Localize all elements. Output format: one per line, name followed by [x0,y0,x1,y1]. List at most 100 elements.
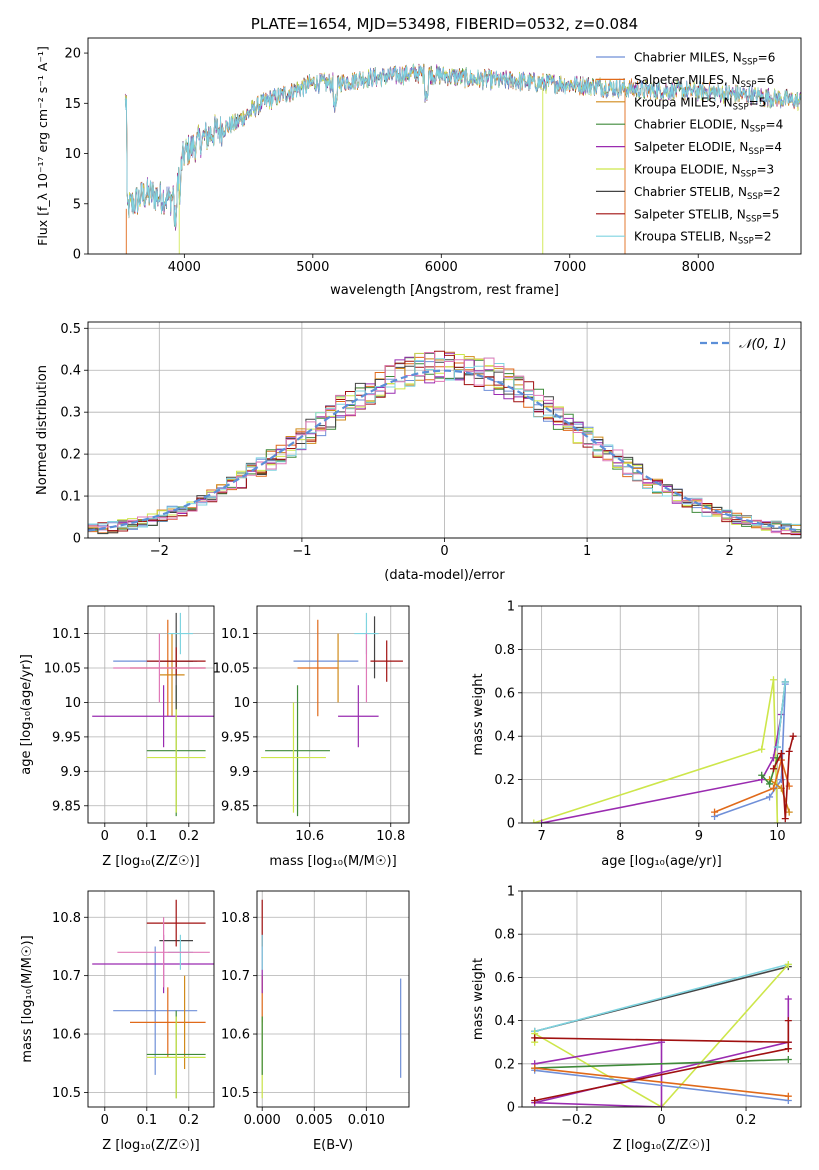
y-tick-label: 10.7 [221,969,250,984]
plot-frame [87,321,802,539]
weight-marker-salpeter_elodie [658,1103,665,1107]
plot-frame [87,605,215,824]
x-axis-label: Z [log₁₀(Z/Z☉)] [102,854,199,869]
weight-line-kroupa_stelib [776,681,787,748]
plot-frame [256,605,410,824]
weight-marker-salpeter_stelib [784,1045,792,1053]
weight_vs_age-lines [530,676,797,823]
y-tick-label: 10.8 [52,911,81,926]
x-tick-label: 0.1 [136,1113,157,1128]
y-tick-label: 0.8 [494,643,515,658]
y-tick-label: 0.4 [60,364,81,379]
x-tick-label: 0.1 [136,829,157,844]
x-tick-label: 0 [101,829,109,844]
weight-marker-salpeter_stelib [784,1017,792,1025]
y-tick-label: 9.95 [52,730,81,745]
x-tick-label: 7 [538,829,546,844]
y-tick-label: 0 [73,532,81,547]
weight-line-salpeter_miles [534,1067,789,1097]
mass_vs_EBV-errorbars [261,899,402,1099]
weight-marker-salpeter_stelib [531,1034,539,1042]
weight-marker-salpeter_stelib [785,747,793,755]
weight-marker-kroupa_elodie [530,819,538,823]
x-tick-label: 1 [583,544,591,559]
plot-frame [87,890,215,1108]
y-tick-label: 20 [64,47,81,62]
x-tick-label: 10.8 [376,829,405,844]
age_vs_mass-errorbars [261,612,403,817]
weight-marker-kroupa_elodie [758,745,766,753]
x-tick-label: 8000 [682,260,715,275]
y-tick-label: 10.05 [44,662,81,677]
x-tick-label: 0.005 [296,1113,333,1128]
y-tick-label: 0 [507,1101,515,1116]
x-tick-label: −2 [150,544,169,559]
y-tick-label: 9.9 [60,765,81,780]
weight-marker-kroupa_miles [785,808,793,816]
weight-marker-kroupa_stelib [781,678,789,686]
y-tick-label: 5 [73,197,81,212]
x-axis-label: (data-model)/error [384,568,505,583]
y-tick-label: 0.4 [494,1014,515,1029]
x-tick-label: 2 [726,544,734,559]
weight-marker-chabrier_elodie [766,780,774,788]
weight-line-salpeter_miles [714,757,790,813]
weight-marker-salpeter_miles [711,808,719,816]
weight-marker-kroupa_elodie [773,819,781,823]
y-tick-label: 15 [64,97,81,112]
legend-label-salpeter_miles: Salpeter MILES, NSSP=6 [634,73,774,90]
y-axis-label: mass [log₁₀(M/M☉)] [20,935,35,1062]
y-tick-label: 10.5 [52,1086,81,1101]
x-axis-label: Z [log₁₀(Z/Z☉)] [613,1138,710,1153]
plot-frame [87,37,802,255]
y-tick-label: 10.6 [221,1028,250,1043]
y-tick-label: 0 [73,248,81,263]
y-tick-label: 0.2 [494,1057,515,1072]
weight-marker-salpeter_stelib [777,750,785,758]
weight-marker-chabrier_elodie [784,1055,792,1063]
x-tick-label: 0.2 [178,829,199,844]
weight-marker-salpeter_stelib [781,815,789,823]
y-tick-label: 0.5 [60,322,81,337]
weight-marker-salpeter_elodie [538,819,546,823]
plot-frame [521,890,802,1108]
y-axis-label: Flux [f_λ 10⁻¹⁷ erg cm⁻² s⁻¹ A⁻¹] [35,46,50,246]
y-tick-label: 0.3 [60,406,81,421]
x-axis-label: E(B-V) [313,1138,353,1153]
weight-marker-salpeter_stelib [784,1038,792,1046]
y-tick-label: 0.4 [494,730,515,745]
weight_vs_Z-lines [531,960,792,1107]
x-tick-label: −1 [292,544,311,559]
y-tick-label: 10.8 [221,911,250,926]
x-tick-label: 0.000 [244,1113,281,1128]
legend-label-kroupa_stelib: Kroupa STELIB, NSSP=2 [634,230,772,247]
x-tick-label: 9 [695,829,703,844]
y-tick-label: 0.2 [494,773,515,788]
weight-marker-salpeter_miles [531,1064,539,1072]
legend-gaussian-label: 𝒩(0, 1) [739,337,786,352]
legend-label-kroupa_miles: Kroupa MILES, NSSP=5 [634,95,766,112]
y-tick-label: 0.2 [60,448,81,463]
y-axis-label: age [log₁₀(age/yr)] [19,654,34,775]
y-tick-label: 10.1 [221,627,250,642]
age_vs_Z-axes: 0 0.1 0.2 9.85 9.9 9.95 10 10.05 10.1 [44,606,214,844]
x-axis-label: Z [log₁₀(Z/Z☉)] [102,1138,199,1153]
age_vs_Z-errorbars [92,612,214,817]
y-axis-label: mass weight [471,673,486,755]
x-tick-label: 7000 [553,260,586,275]
histograms [88,350,801,536]
spectrum-axes: 4000 5000 6000 7000 8000 0 5 10 15 20 [64,47,714,275]
y-tick-label: 10.1 [52,627,81,642]
weight-marker-salpeter_miles [769,784,777,792]
legend-label-salpeter_stelib: Salpeter STELIB, NSSP=5 [634,207,779,224]
x-tick-label: 0 [657,1113,665,1128]
spectrum-title: PLATE=1654, MJD=53498, FIBERID=0532, z=0… [251,15,638,33]
y-axis-label: mass weight [471,958,486,1040]
x-tick-label: 0 [440,544,448,559]
x-tick-label: 0.010 [348,1113,385,1128]
y-tick-label: 10 [64,147,81,162]
weight-marker-chabrier_miles [766,793,774,801]
x-tick-label: −0.2 [561,1113,593,1128]
gaussian-curve [88,369,801,532]
